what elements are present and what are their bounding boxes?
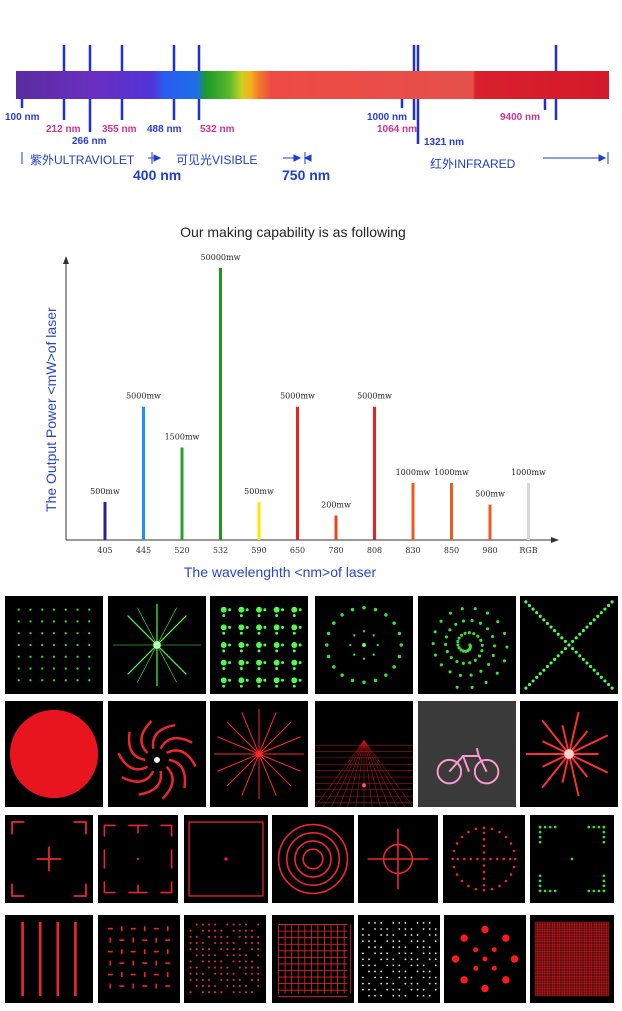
pattern-row-red xyxy=(0,701,622,809)
spectrum-gradient xyxy=(16,71,609,99)
bar-830 xyxy=(411,482,415,540)
bar-780 xyxy=(334,515,338,540)
spectrum-bar xyxy=(16,45,609,164)
wavelength-label-1000: 1000 nm xyxy=(367,112,408,123)
x-tick-830: 830 xyxy=(405,546,420,555)
data-label-445: 5000mw xyxy=(126,392,161,401)
power-bar-chart: 405 500mw 445 5000mw 520 1500mw 532 50000mw 590 5… xyxy=(43,253,559,580)
bar-405 xyxy=(103,501,107,540)
green-cross-dots-pattern xyxy=(520,596,618,694)
x-tick-532: 532 xyxy=(213,546,228,555)
bar-650 xyxy=(296,406,299,540)
red-flower-burst-pattern xyxy=(520,701,618,807)
pattern-row-grids xyxy=(0,915,622,1007)
white-dot-matrix-pattern xyxy=(358,915,440,1003)
bar-RGB xyxy=(527,482,530,540)
red-disc-pattern xyxy=(5,701,103,807)
boundary-400-label: 400 nm xyxy=(133,167,182,183)
y-axis-label: The Output Power <mW>of laser xyxy=(43,307,59,512)
wavelength-label-355: 355 nm xyxy=(102,124,137,135)
x-tick-780: 780 xyxy=(328,546,343,555)
wavelength-label-488: 488 nm xyxy=(147,124,182,135)
red-ring-dots-pattern xyxy=(444,915,526,1003)
data-label-830: 1000mw xyxy=(396,468,431,477)
x-tick-RGB: RGB xyxy=(519,546,537,555)
data-label-780: 200mw xyxy=(321,501,351,510)
green-star-pattern xyxy=(108,596,206,694)
x-tick-808: 808 xyxy=(367,546,382,555)
wavelength-label-532: 532 nm xyxy=(200,124,235,135)
data-label-808: 5000mw xyxy=(357,392,392,401)
visible-label: 可见光VISIBLE xyxy=(176,153,258,167)
data-label-532: 50000mw xyxy=(201,253,241,262)
red-cross-corners-pattern xyxy=(5,815,93,903)
red-square-frame-pattern xyxy=(184,815,268,903)
green-dotted-corners-pattern xyxy=(530,815,614,903)
red-dash-grid-pattern xyxy=(98,915,180,1003)
wavelength-label-100: 100 nm xyxy=(5,112,40,123)
red-dense-dot-grid-pattern xyxy=(184,915,266,1003)
red-fine-mesh-pattern xyxy=(530,915,614,1003)
bar-808 xyxy=(373,406,376,540)
x-tick-850: 850 xyxy=(444,546,459,555)
data-label-650: 5000mw xyxy=(280,392,315,401)
wavelength-label-1064: 1064 nm xyxy=(377,124,418,135)
red-starburst-pattern xyxy=(210,701,308,807)
x-tick-650: 650 xyxy=(290,546,305,555)
data-label-405: 500mw xyxy=(90,487,120,496)
red-vertical-lines-pattern xyxy=(5,915,93,1003)
bar-590 xyxy=(257,501,261,540)
red-crosshair-pattern xyxy=(358,815,438,903)
wavelength-label-212: 212 nm xyxy=(46,124,81,135)
x-tick-445: 445 xyxy=(136,546,151,555)
red-dotted-target-pattern xyxy=(443,815,525,903)
x-tick-520: 520 xyxy=(174,546,189,555)
chart-axes xyxy=(63,256,559,543)
wavelength-label-1321: 1321 nm xyxy=(424,137,465,148)
red-frame-ticks-pattern xyxy=(98,815,178,903)
red-line-grid-pattern xyxy=(272,915,354,1003)
pattern-row-shapes xyxy=(0,815,622,905)
wavelength-label-266: 266 nm xyxy=(72,136,107,147)
red-concentric-circles-pattern xyxy=(272,815,354,903)
spectrum-diagram: 100 nm 212 nm 266 nm 355 nm 488 nm 532 n… xyxy=(0,0,622,200)
bar-445 xyxy=(142,406,145,540)
data-label-850: 1000mw xyxy=(434,468,469,477)
x-tick-590: 590 xyxy=(251,546,266,555)
ultraviolet-label: 紫外ULTRAVIOLET xyxy=(30,153,135,167)
data-label-520: 1500mw xyxy=(165,433,200,442)
chart-title: Our making capability is as following xyxy=(180,224,406,240)
bar-520 xyxy=(180,447,184,540)
x-tick-980: 980 xyxy=(482,546,497,555)
x-axis-label: The wavelenghth <nm>of laser xyxy=(184,564,377,580)
data-label-590: 500mw xyxy=(244,487,274,496)
green-dot-grid-pattern xyxy=(5,596,103,694)
x-tick-405: 405 xyxy=(97,546,112,555)
red-swirl-pattern xyxy=(108,701,206,807)
boundary-750-label: 750 nm xyxy=(282,167,331,183)
bar-850 xyxy=(450,482,453,540)
bar-980 xyxy=(488,504,492,540)
data-label-980: 500mw xyxy=(475,490,505,499)
green-spiral-pattern xyxy=(418,596,516,694)
green-dense-dot-pattern xyxy=(210,596,308,694)
infrared-label: 红外INFRARED xyxy=(430,157,516,171)
red-perspective-grid-pattern xyxy=(315,701,413,807)
bar-532 xyxy=(219,268,222,540)
green-circle-dots-pattern xyxy=(315,596,413,694)
pattern-row-green xyxy=(0,596,622,698)
bicycle-projection-pattern xyxy=(418,701,516,807)
wavelength-label-9400: 9400 nm xyxy=(500,112,541,123)
data-label-RGB: 1000mw xyxy=(511,468,546,477)
